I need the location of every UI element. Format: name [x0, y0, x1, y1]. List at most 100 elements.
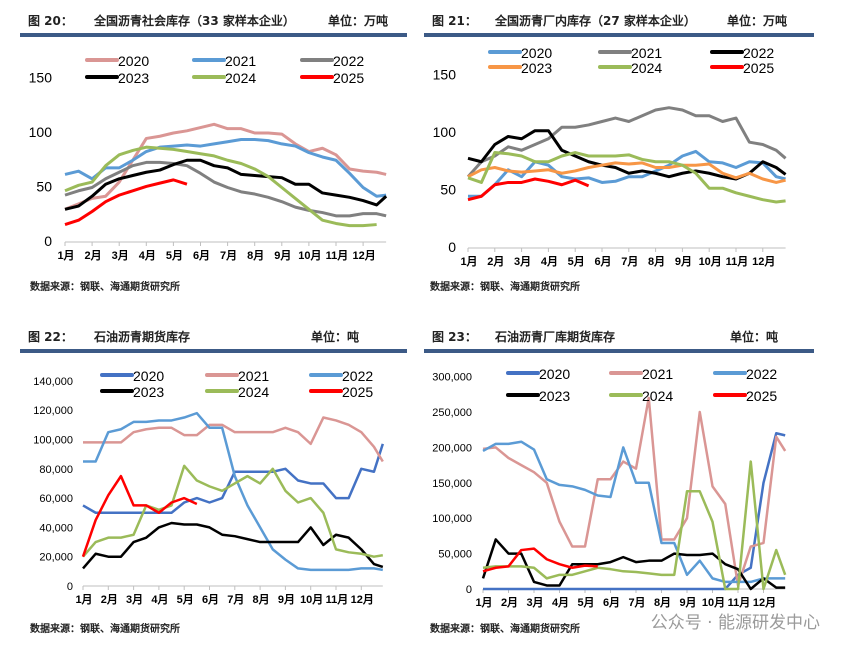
x-tick-label: 10月: [300, 593, 323, 606]
x-tick-label: 9月: [675, 255, 692, 268]
y-tick-label: 150: [433, 67, 457, 83]
source-note-21: 数据来源：钢联、海通期货研究所: [430, 282, 580, 293]
legend-label-2024: 2024: [225, 70, 256, 86]
watermark: 公众号 · 能源研发中心: [650, 613, 820, 633]
chart-20: 0 50 100 150 1月 2月 3月 4月 5月 6月 7月 8月 9月 10月 11月 12月 2020…: [29, 53, 388, 262]
y-tick-label: 100,000: [432, 513, 472, 525]
series-line-2024: [482, 460, 787, 591]
unit-label-20: 单位：万吨: [328, 14, 389, 28]
legend-label-2025: 2025: [746, 388, 777, 404]
series-line-2023: [64, 158, 388, 211]
y-tick-label: 0: [448, 239, 456, 255]
series-line-2023: [82, 521, 384, 570]
chart-22: 0 20,000 40,000 60,000 80,000 100,000 120,000 1…: [33, 368, 384, 606]
x-tick-label: 2月: [101, 593, 118, 606]
x-tick-label: 3月: [526, 596, 543, 609]
series-line-2020: [468, 149, 786, 198]
y-tick-label: 100,000: [33, 435, 73, 447]
source-note-20: 数据来源：钢联、海通期货研究所: [30, 282, 180, 293]
x-tick-label: 11月: [728, 596, 751, 609]
legend-label-2023: 2023: [118, 70, 149, 86]
x-tick-label: 8月: [648, 255, 665, 268]
x-tick-label: 4月: [139, 249, 156, 262]
x-tick-label: 7月: [227, 593, 244, 606]
legend-label-2021: 2021: [238, 368, 269, 384]
legend-label-2023: 2023: [521, 60, 552, 76]
legend-label-2024: 2024: [642, 388, 673, 404]
figure-label-22: 图 22：: [28, 330, 73, 344]
x-tick-label: 1月: [460, 255, 477, 268]
y-tick-label: 300,000: [432, 372, 472, 384]
figure-label-21: 图 21：: [432, 14, 477, 28]
x-tick-label: 8月: [654, 596, 671, 609]
legend-label-2021: 2021: [642, 366, 673, 382]
chart-21: 0 50 100 150 1月 2月 3月 4月 5月 6月 7月 8月 9月 10月 11月 12月 2020…: [433, 45, 787, 268]
series-line-2024: [82, 464, 384, 558]
legend-label-2023: 2023: [133, 384, 164, 400]
x-tick-label: 6月: [594, 255, 611, 268]
series-line-2024: [467, 151, 786, 204]
y-tick-label: 150: [29, 70, 53, 86]
series-line-2021: [83, 416, 384, 463]
x-tick-label: 10月: [298, 249, 321, 262]
source-note-22: 数据来源：钢联、海通期货研究所: [30, 624, 180, 635]
y-tick-label: 0: [67, 581, 73, 593]
x-tick-label: 3月: [126, 593, 143, 606]
x-tick-label: 5月: [568, 255, 585, 268]
x-tick-label: 6月: [603, 596, 620, 609]
chart-title-20: 全国沥青社会库存（33 家样本企业）: [94, 14, 295, 28]
legend-label-2025: 2025: [342, 384, 373, 400]
x-tick-label: 4月: [552, 596, 569, 609]
y-tick-label: 80,000: [39, 464, 73, 476]
x-tick-label: 11月: [326, 593, 349, 606]
y-tick-label: 50,000: [438, 549, 472, 561]
x-tick-label: 2月: [85, 249, 102, 262]
x-tick-label: 6月: [193, 249, 210, 262]
x-tick-label: 8月: [253, 593, 270, 606]
title-divider-20: [20, 33, 407, 37]
y-tick-label: 50: [36, 179, 52, 195]
y-tick-label: 200,000: [432, 442, 472, 454]
title-divider-23: [424, 349, 814, 353]
unit-label-23: 单位：吨: [730, 330, 779, 344]
x-tick-label: 1月: [75, 593, 92, 606]
title-divider-21: [424, 33, 814, 37]
x-tick-label: 5月: [177, 593, 194, 606]
legend-label-2021: 2021: [631, 45, 662, 61]
legend-label-2025: 2025: [743, 60, 774, 76]
series-line-2020: [483, 431, 786, 591]
series-line-2020: [64, 122, 387, 211]
y-tick-label: 0: [44, 233, 52, 249]
x-tick-label: 2月: [487, 255, 504, 268]
figure-label-20: 图 20：: [28, 14, 73, 28]
x-tick-label: 12月: [753, 596, 776, 609]
legend-label-2022: 2022: [342, 368, 373, 384]
y-tick-label: 140,000: [33, 376, 73, 388]
series-line-2021: [482, 396, 787, 587]
x-tick-label: 3月: [514, 255, 531, 268]
x-tick-label: 1月: [57, 249, 74, 262]
x-tick-label: 6月: [202, 593, 219, 606]
x-tick-label: 9月: [274, 249, 291, 262]
title-divider-22: [20, 349, 407, 353]
series-line-2025: [467, 177, 590, 202]
y-tick-label: 100: [433, 124, 457, 140]
y-tick-label: 60,000: [39, 493, 73, 505]
y-tick-label: 0: [466, 584, 472, 596]
y-tick-label: 120,000: [33, 405, 73, 417]
x-tick-label: 9月: [679, 596, 696, 609]
legend-label-2022: 2022: [333, 53, 364, 69]
series-line-2021: [466, 106, 787, 178]
x-tick-label: 7月: [220, 249, 237, 262]
series-line-2023: [481, 538, 786, 591]
y-tick-label: 50: [440, 182, 456, 198]
chart-23: 0 50,000 100,000 150,000 200,000 250,000 300,0…: [432, 366, 787, 609]
x-tick-label: 10月: [702, 596, 725, 609]
x-tick-label: 2月: [501, 596, 518, 609]
x-tick-label: 4月: [541, 255, 558, 268]
chart-title-23: 石油沥青厂库期货库存: [495, 330, 616, 344]
x-tick-label: 7月: [621, 255, 638, 268]
x-tick-label: 11月: [326, 249, 349, 262]
series-line-2023: [467, 161, 786, 184]
